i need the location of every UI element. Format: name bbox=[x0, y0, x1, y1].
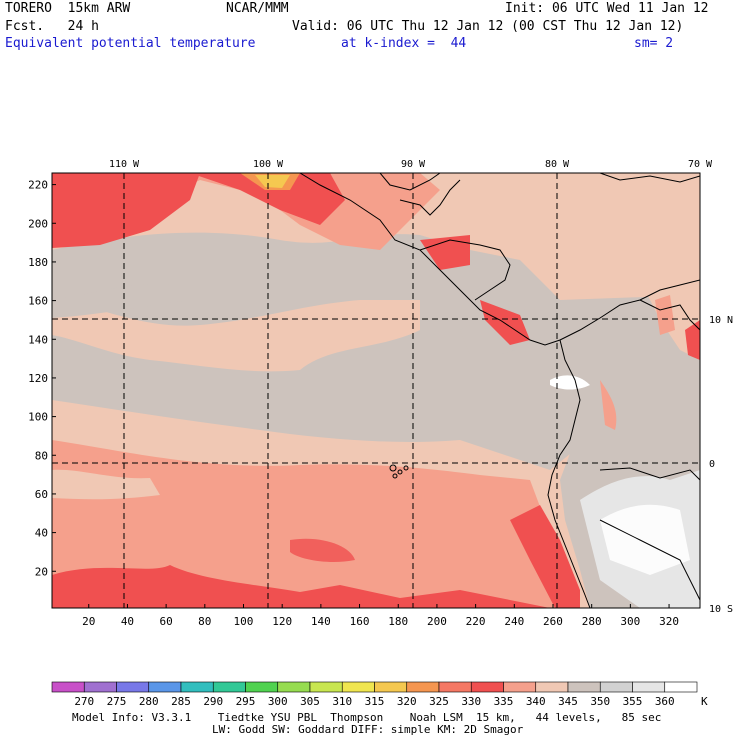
map-frame bbox=[51, 172, 701, 609]
colorbar-level-label: 355 bbox=[623, 695, 643, 708]
colorbar: 270 275 280 285 290 295 300 305 310 315 320 325 330 3… bbox=[51, 681, 698, 708]
y-tick-label: 160 bbox=[28, 295, 48, 308]
colorbar-level-label: 340 bbox=[526, 695, 546, 708]
x-axis: 20 40 60 80 100 120 140 160 180 200 220 240 260 280 30… bbox=[82, 604, 679, 628]
colorbar-swatch bbox=[406, 681, 440, 693]
x-tick-label: 80 bbox=[198, 615, 211, 628]
y-tick-label: 60 bbox=[35, 488, 48, 501]
colorbar-swatch bbox=[148, 681, 182, 693]
x-tick-label: 260 bbox=[543, 615, 563, 628]
x-tick-label: 140 bbox=[311, 615, 331, 628]
colorbar-level-label: 295 bbox=[236, 695, 256, 708]
x-tick-label: 240 bbox=[504, 615, 524, 628]
colorbar-swatch bbox=[309, 681, 343, 693]
colorbar-swatch bbox=[341, 681, 375, 693]
model-info: Model Info: V3.3.1 Tiedtke YSU PBL Thomp… bbox=[72, 711, 662, 724]
colorbar-level-label: 320 bbox=[397, 695, 417, 708]
colorbar-swatch bbox=[374, 681, 408, 693]
field-name: Equivalent potential temperature bbox=[5, 36, 256, 51]
colorbar-swatch bbox=[567, 681, 601, 693]
lat-label: 0 bbox=[709, 459, 715, 470]
graticule bbox=[52, 173, 700, 608]
organization: NCAR/MMM bbox=[226, 1, 289, 16]
x-tick-label: 120 bbox=[272, 615, 292, 628]
colorbar-swatch bbox=[535, 681, 569, 693]
galapagos-islands bbox=[389, 464, 409, 479]
colorbar-unit: K bbox=[701, 695, 708, 708]
lon-label: 70 W bbox=[688, 159, 713, 170]
init-time: Init: 06 UTC Wed 11 Jan 12 bbox=[505, 1, 709, 16]
coastlines bbox=[299, 173, 700, 608]
y-tick-label: 80 bbox=[35, 449, 48, 462]
colorbar-swatch bbox=[470, 681, 504, 693]
colorbar-swatch bbox=[664, 681, 698, 693]
colorbar-swatch bbox=[599, 681, 633, 693]
colorbar-level-label: 330 bbox=[461, 695, 481, 708]
x-tick-label: 100 bbox=[234, 615, 254, 628]
y-tick-label: 20 bbox=[35, 565, 48, 578]
colorbar-level-label: 315 bbox=[365, 695, 385, 708]
colorbar-swatch bbox=[180, 681, 214, 693]
valid-time: Valid: 06 UTC Thu 12 Jan 12 (00 CST Thu … bbox=[292, 19, 684, 34]
y-tick-label: 200 bbox=[28, 217, 48, 230]
level-index: at k-index = 44 bbox=[341, 36, 467, 51]
colorbar-level-label: 280 bbox=[139, 695, 159, 708]
x-tick-label: 220 bbox=[466, 615, 486, 628]
y-tick-label: 140 bbox=[28, 333, 48, 346]
colorbar-level-label: 310 bbox=[332, 695, 352, 708]
colorbar-swatch bbox=[245, 681, 279, 693]
colorbar-level-label: 275 bbox=[107, 695, 127, 708]
physics-info: LW: Godd SW: Goddard DIFF: simple KM: 2D… bbox=[212, 723, 524, 736]
forecast-hour: Fcst. 24 h bbox=[5, 19, 99, 34]
colorbar-swatch bbox=[83, 681, 117, 693]
colorbar-swatch bbox=[503, 681, 537, 693]
x-tick-label: 60 bbox=[160, 615, 173, 628]
y-tick-label: 180 bbox=[28, 256, 48, 269]
colorbar-swatch bbox=[116, 681, 150, 693]
y-tick-label: 120 bbox=[28, 372, 48, 385]
colorbar-level-label: 300 bbox=[268, 695, 288, 708]
lon-label: 90 W bbox=[401, 159, 426, 170]
colorbar-level-label: 285 bbox=[171, 695, 191, 708]
theta-e-field bbox=[52, 173, 700, 608]
colorbar-swatch bbox=[212, 681, 246, 693]
x-tick-label: 320 bbox=[659, 615, 679, 628]
colorbar-level-label: 335 bbox=[494, 695, 514, 708]
lon-label: 80 W bbox=[545, 159, 570, 170]
colorbar-level-label: 290 bbox=[203, 695, 223, 708]
x-tick-label: 280 bbox=[582, 615, 602, 628]
x-tick-label: 20 bbox=[82, 615, 95, 628]
colorbar-swatch bbox=[632, 681, 666, 693]
colorbar-level-label: 325 bbox=[429, 695, 449, 708]
lat-label: 10 N bbox=[709, 315, 733, 326]
x-tick-label: 300 bbox=[620, 615, 640, 628]
model-name: TORERO 15km ARW bbox=[5, 1, 131, 16]
colorbar-swatch bbox=[51, 681, 85, 693]
y-tick-label: 40 bbox=[35, 527, 48, 540]
colorbar-swatch bbox=[438, 681, 472, 693]
colorbar-level-label: 360 bbox=[655, 695, 675, 708]
colorbar-level-label: 270 bbox=[74, 695, 94, 708]
smoothing: sm= 2 bbox=[634, 36, 674, 51]
x-tick-label: 200 bbox=[427, 615, 447, 628]
x-tick-label: 160 bbox=[350, 615, 370, 628]
lon-label: 100 W bbox=[253, 159, 284, 170]
y-tick-label: 220 bbox=[28, 179, 48, 192]
lon-label: 110 W bbox=[109, 159, 140, 170]
lat-label: 10 S bbox=[709, 604, 733, 615]
colorbar-level-label: 305 bbox=[300, 695, 320, 708]
colorbar-swatch bbox=[277, 681, 311, 693]
x-tick-label: 40 bbox=[121, 615, 134, 628]
colorbar-level-label: 350 bbox=[590, 695, 610, 708]
y-axis: 20 40 60 80 100 120 140 160 180 200 220 bbox=[28, 179, 56, 578]
y-tick-label: 100 bbox=[28, 411, 48, 424]
x-tick-label: 180 bbox=[388, 615, 408, 628]
colorbar-level-label: 345 bbox=[558, 695, 578, 708]
